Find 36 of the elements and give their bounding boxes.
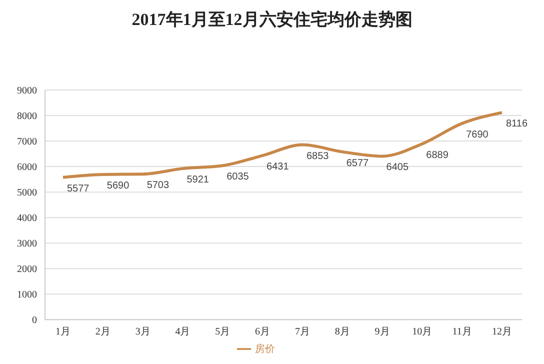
x-tick-label: 11月 [452,326,472,338]
x-tick-label: 8月 [334,326,350,338]
data-label: 6431 [266,162,290,173]
legend-label: 房价 [255,344,275,355]
y-tick-label: 4000 [17,213,37,224]
y-tick-label: 8000 [17,111,37,122]
x-tick-label: 12月 [492,326,512,338]
x-tick-label: 5月 [215,326,230,338]
data-label: 6577 [346,158,370,169]
data-label: 5921 [186,174,210,186]
data-label: 8116 [506,118,528,130]
data-label: 5703 [146,180,170,192]
x-tick-label: 9月 [374,326,390,338]
data-label: 6405 [386,162,409,174]
y-tick-label: 7000 [17,136,37,148]
x-tick-label: 1月 [56,326,70,338]
y-tick-label: 6000 [17,162,37,174]
y-tick-label: 1000 [17,290,37,301]
x-tick-label: 4月 [175,326,190,338]
y-tick-label: 5000 [17,188,37,199]
y-tick-label: 3000 [17,238,37,250]
data-label: 5577 [67,183,90,194]
x-tick-label: 2月 [95,326,110,338]
y-tick-label: 2000 [17,264,37,276]
data-label: 6889 [426,150,449,161]
data-label: 6035 [226,172,250,183]
x-tick-label: 7月 [294,326,310,338]
chart-title: 2017年1月至12月六安住宅均价走势图 [130,9,414,31]
data-label: 7690 [466,129,489,140]
y-tick-label: 9000 [17,86,37,97]
data-label: 5690 [106,180,130,192]
x-tick-label: 6月 [255,326,270,338]
x-tick-label: 3月 [135,326,150,338]
data-label: 6853 [306,150,330,162]
y-tick-label: 0 [32,315,37,326]
x-tick-label: 10月 [412,326,432,338]
